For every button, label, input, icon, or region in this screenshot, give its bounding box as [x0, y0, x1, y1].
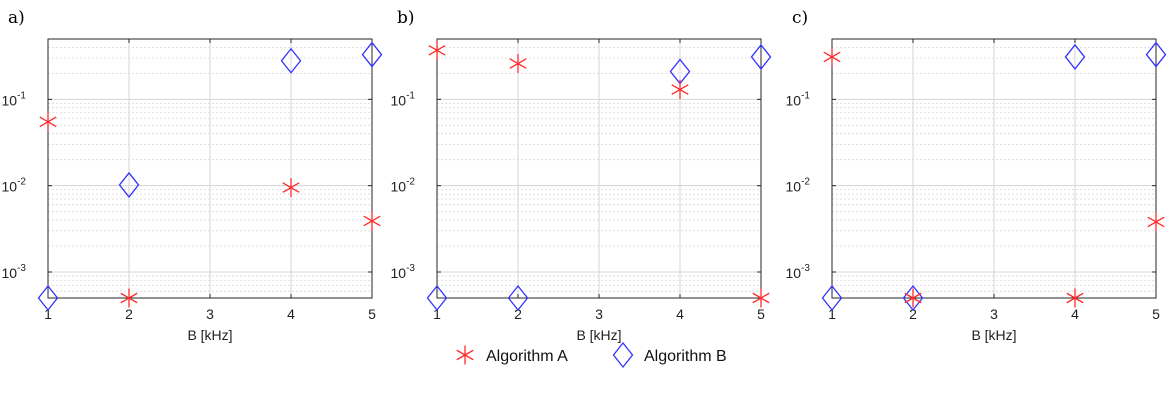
- panel-label: b): [397, 8, 415, 28]
- grid: [831, 39, 1157, 298]
- chart-panel-2: b) 1 2 3 4 5 10-1 10-2 10-3 B [kHz]: [391, 8, 772, 343]
- x-tick-label: 3: [990, 306, 998, 322]
- y-tick-label: 10-3: [391, 263, 416, 281]
- data-point-asterisk: [363, 211, 381, 231]
- data-point-asterisk: [1066, 288, 1084, 308]
- data-point-asterisk: [428, 40, 446, 60]
- series-algorithm-a: [39, 112, 381, 308]
- data-point-diamond: [426, 284, 448, 312]
- x-axis-label: B [kHz]: [187, 327, 232, 343]
- x-tick-label: 2: [514, 306, 522, 322]
- y-tick-label: 10-2: [2, 177, 27, 195]
- y-tick-label: 10-2: [786, 177, 811, 195]
- ticks: [47, 39, 373, 298]
- y-tick-label: 10-1: [391, 90, 416, 108]
- legend-label: Algorithm B: [644, 348, 727, 365]
- y-tick-label: 10-3: [786, 263, 811, 281]
- x-tick-label: 1: [433, 306, 441, 322]
- panel-label: a): [8, 8, 25, 28]
- data-point-diamond: [821, 284, 843, 312]
- x-tick-label: 4: [287, 306, 295, 322]
- data-point-asterisk: [904, 288, 922, 308]
- x-tick-label: 5: [1152, 306, 1160, 322]
- data-point-asterisk: [823, 47, 841, 67]
- data-point-asterisk: [1147, 212, 1165, 232]
- x-tick-label: 5: [757, 306, 765, 322]
- data-point-diamond: [750, 43, 772, 70]
- y-tick-label: 10-1: [786, 90, 811, 108]
- data-point-diamond: [280, 47, 302, 74]
- data-point-asterisk: [509, 54, 527, 74]
- panel-label: c): [792, 8, 808, 28]
- legend-item: Algorithm A: [456, 345, 568, 365]
- y-tick-label: 10-3: [2, 263, 27, 281]
- data-point-asterisk: [282, 178, 300, 198]
- data-point-diamond: [118, 171, 140, 198]
- x-tick-label: 3: [206, 306, 214, 322]
- x-tick-label: 1: [44, 306, 52, 322]
- series-algorithm-b: [37, 41, 383, 312]
- chart-panel-1: a) 1 2 3 4 5 10-1 10-2 10-3 B [kHz]: [2, 8, 383, 343]
- data-point-asterisk: [120, 288, 138, 308]
- x-tick-label: 2: [125, 306, 133, 322]
- legend-marker-diamond: [612, 341, 634, 369]
- x-tick-label: 2: [909, 306, 917, 322]
- data-point-diamond: [507, 284, 529, 312]
- x-tick-label: 3: [595, 306, 603, 322]
- grid: [47, 39, 373, 298]
- data-point-diamond: [37, 284, 59, 312]
- data-point-diamond: [1064, 43, 1086, 70]
- legend-item: Algorithm B: [612, 341, 727, 369]
- grid: [436, 39, 762, 298]
- data-point-asterisk: [671, 80, 689, 100]
- x-tick-label: 1: [828, 306, 836, 322]
- x-axis-label: B [kHz]: [971, 327, 1016, 343]
- series-algorithm-a: [428, 40, 770, 308]
- y-tick-label: 10-1: [2, 90, 27, 108]
- data-point-asterisk: [752, 288, 770, 308]
- chart-panel-3: c) 1 2 3 4 5 10-1 10-2 10-3 B [kHz]: [786, 8, 1167, 343]
- data-point-diamond: [361, 41, 383, 68]
- x-axis-label: B [kHz]: [576, 327, 621, 343]
- x-tick-label: 5: [368, 306, 376, 322]
- data-point-diamond: [1145, 41, 1167, 68]
- legend-label: Algorithm A: [486, 348, 568, 365]
- data-point-asterisk: [39, 112, 57, 132]
- panels: a) 1 2 3 4 5 10-1 10-2 10-3 B [kHz] b) 1 2 3 4 5 10-1 10-…: [2, 8, 1167, 343]
- legend-marker-asterisk: [456, 345, 474, 365]
- y-tick-label: 10-2: [391, 177, 416, 195]
- series-algorithm-a: [823, 47, 1165, 308]
- x-tick-label: 4: [676, 306, 684, 322]
- x-tick-label: 4: [1071, 306, 1079, 322]
- legend: Algorithm A Algorithm B: [456, 341, 727, 369]
